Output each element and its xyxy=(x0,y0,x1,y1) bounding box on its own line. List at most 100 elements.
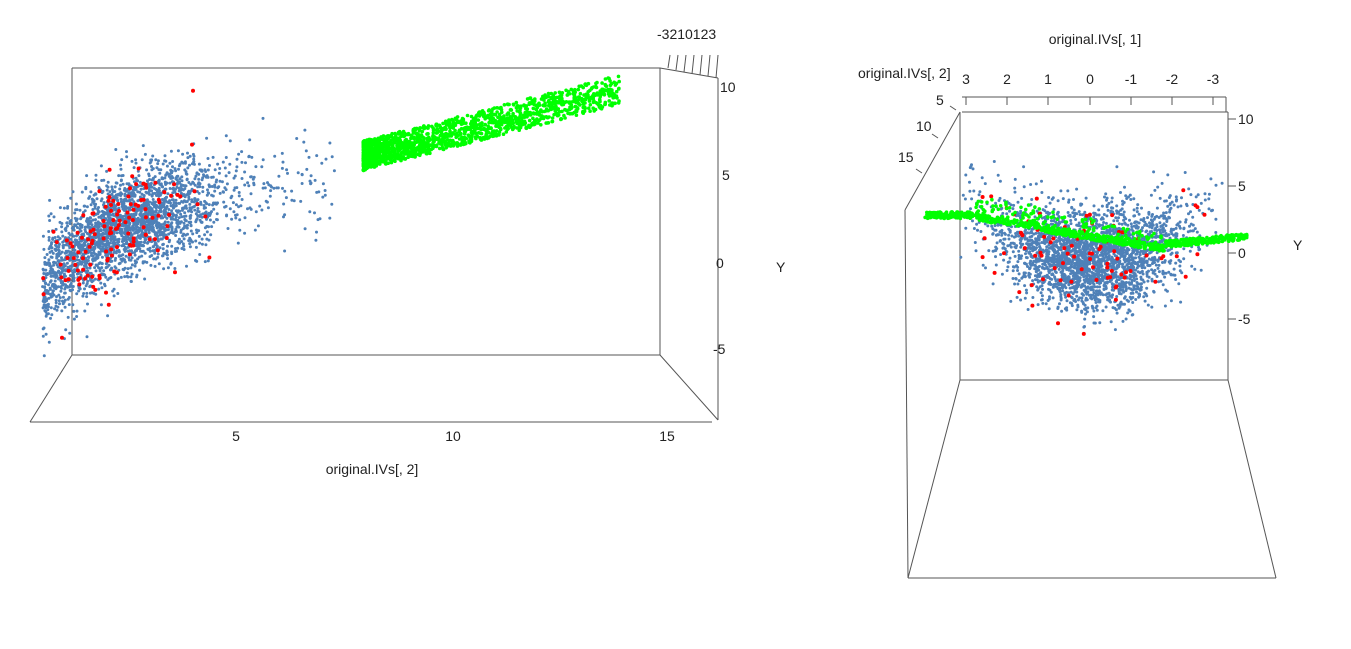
left-blue-point xyxy=(52,263,56,267)
left-blue-point xyxy=(61,283,65,287)
left-green-point xyxy=(594,81,598,86)
left-blue-point xyxy=(161,242,165,246)
left-x-axis-label: original.IVs[, 2] xyxy=(326,461,419,477)
left-blue-point xyxy=(313,178,317,182)
left-green-point xyxy=(367,153,371,157)
left-green-point xyxy=(518,108,522,113)
left-blue-point xyxy=(58,266,62,269)
left-green-point xyxy=(384,138,389,143)
right-blue-point xyxy=(990,224,994,228)
left-blue-point xyxy=(125,150,128,154)
left-blue-point xyxy=(97,206,100,209)
left-blue-point xyxy=(179,228,183,232)
left-blue-point xyxy=(57,299,61,303)
left-blue-point xyxy=(72,234,76,238)
right-blue-point xyxy=(1011,269,1015,273)
left-blue-point xyxy=(48,286,52,290)
left-blue-point xyxy=(240,198,244,201)
left-blue-point xyxy=(66,224,69,228)
left-blue-point xyxy=(54,244,58,248)
left-blue-point xyxy=(283,189,287,193)
left-green-point xyxy=(399,140,404,145)
left-red-point xyxy=(104,290,108,295)
left-blue-point xyxy=(96,254,100,258)
left-red-point xyxy=(207,255,212,260)
left-blue-point xyxy=(148,192,151,196)
left-blue-point xyxy=(212,220,216,224)
left-blue-point xyxy=(195,231,199,235)
left-blue-point xyxy=(69,282,73,285)
left-blue-point xyxy=(277,174,281,178)
left-blue-point xyxy=(78,227,82,231)
right-blue-point xyxy=(1169,259,1173,263)
left-red-point xyxy=(68,241,73,246)
left-red-point xyxy=(131,207,136,212)
left-green-point xyxy=(480,112,485,116)
right-blue-point xyxy=(1126,311,1130,315)
left-blue-point xyxy=(119,254,123,258)
left-blue-point xyxy=(158,230,162,234)
left-green-point xyxy=(617,79,621,84)
left-blue-point xyxy=(94,173,98,177)
left-blue-point xyxy=(178,177,182,181)
left-green-point xyxy=(557,90,562,95)
left-green-point xyxy=(422,124,426,128)
left-blue-point xyxy=(179,191,183,195)
left-blue-point xyxy=(210,185,214,188)
left-green-point xyxy=(427,148,432,153)
left-blue-point xyxy=(50,241,54,245)
left-blue-point xyxy=(224,174,228,178)
left-green-point xyxy=(546,91,551,96)
left-blue-point xyxy=(94,218,97,222)
left-blue-point xyxy=(280,151,284,155)
left-blue-point xyxy=(239,204,243,208)
left-blue-point xyxy=(182,248,186,251)
left-green-point xyxy=(397,136,402,140)
left-blue-point xyxy=(180,179,184,183)
left-blue-point xyxy=(164,159,168,163)
left-blue-point xyxy=(173,267,177,270)
left-blue-point xyxy=(47,340,51,344)
left-blue-point xyxy=(41,285,45,289)
left-green-point xyxy=(418,149,422,153)
left-blue-point xyxy=(53,307,57,311)
left-green-point xyxy=(515,121,519,126)
left-green-point xyxy=(545,121,550,125)
left-blue-point xyxy=(103,282,106,286)
left-blue-point xyxy=(53,279,57,283)
left-blue-point xyxy=(238,228,242,232)
left-blue-point xyxy=(193,177,197,181)
left-blue-point xyxy=(150,165,153,168)
left-green-point xyxy=(479,138,484,142)
left-blue-point xyxy=(224,188,228,192)
left-blue-point xyxy=(201,190,205,194)
left-blue-point xyxy=(43,256,47,260)
left-red-point xyxy=(136,166,141,171)
left-blue-point xyxy=(169,149,173,153)
left-blue-point xyxy=(85,335,89,339)
left-blue-point xyxy=(225,214,228,218)
left-blue-point xyxy=(62,243,66,247)
left-green-point xyxy=(563,107,567,112)
left-blue-point xyxy=(330,202,334,206)
left-green-point xyxy=(598,99,602,104)
left-blue-point xyxy=(155,231,159,235)
left-blue-point xyxy=(124,254,128,258)
left-blue-point xyxy=(150,209,154,213)
left-blue-point xyxy=(42,247,46,251)
right-blue-point xyxy=(983,222,987,226)
left-green-point xyxy=(484,132,489,137)
left-blue-point xyxy=(193,208,197,212)
left-blue-point xyxy=(49,306,53,310)
left-red-point xyxy=(76,250,81,255)
left-green-point xyxy=(540,110,544,114)
left-green-point xyxy=(561,102,566,107)
left-blue-point xyxy=(150,202,154,206)
left-green-point xyxy=(567,107,572,112)
left-green-point xyxy=(490,132,494,136)
left-green-point xyxy=(428,143,433,147)
left-blue-point xyxy=(155,245,159,248)
left-blue-point xyxy=(177,186,181,190)
left-green-point xyxy=(569,103,574,107)
left-blue-point xyxy=(87,250,91,253)
